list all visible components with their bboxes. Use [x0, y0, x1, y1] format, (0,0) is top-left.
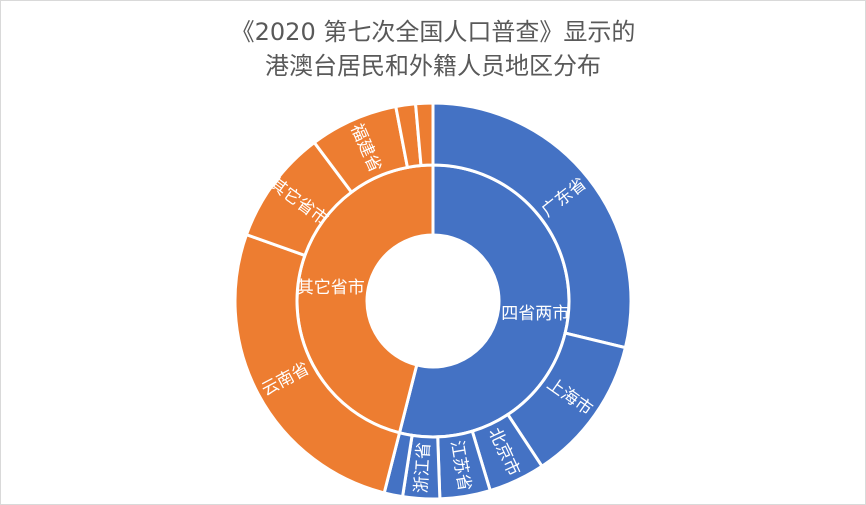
outer-label-0-4: 浙江省 — [411, 442, 434, 494]
outer-segment-1-0 — [233, 232, 402, 495]
chart-title-line-1: 《2020 第七次全国人口普查》显示的 — [230, 18, 636, 46]
chart-title: 《2020 第七次全国人口普查》显示的 港澳台居民和外籍人员地区分布 — [1, 15, 865, 83]
inner-label-0: 四省两市 — [501, 304, 569, 324]
inner-label-1: 其它省市 — [297, 278, 365, 298]
chart-title-line-2: 港澳台居民和外籍人员地区分布 — [265, 52, 601, 80]
outer-segment-0-0 — [431, 101, 633, 350]
outer-segment-1-4 — [413, 101, 435, 168]
